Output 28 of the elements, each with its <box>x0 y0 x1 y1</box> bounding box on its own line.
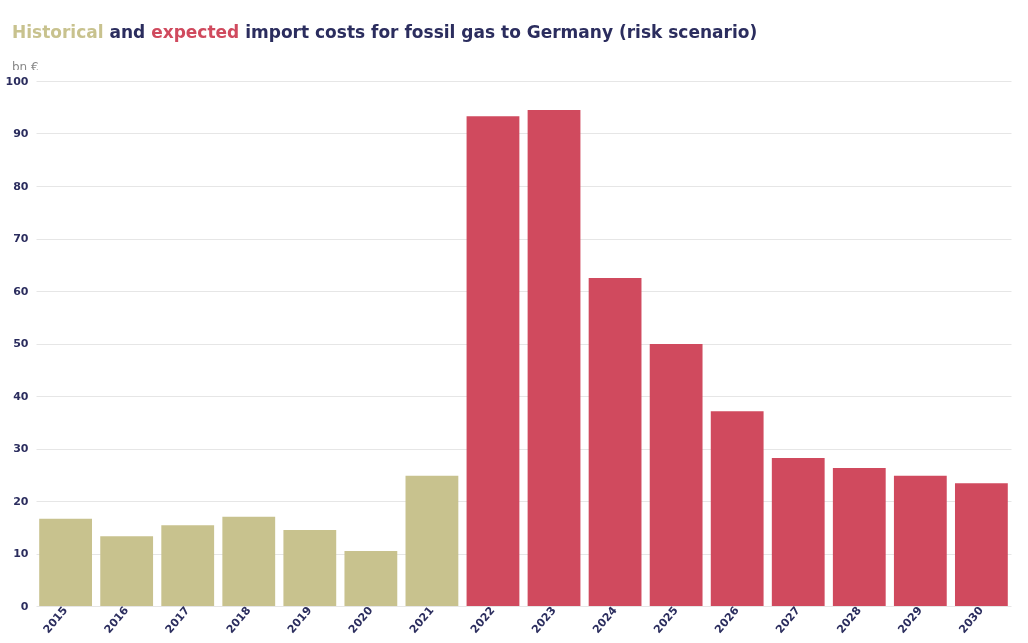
bar <box>832 467 886 606</box>
bar <box>649 344 703 606</box>
y-tick-label: 90 <box>13 127 29 140</box>
y-tick-label: 40 <box>13 389 29 403</box>
y-tick-label: 60 <box>13 284 29 298</box>
bar <box>405 475 459 606</box>
bar <box>771 457 825 606</box>
bar <box>466 116 520 606</box>
bar <box>161 525 215 606</box>
bar <box>588 277 642 606</box>
y-tick-label: 80 <box>13 179 29 193</box>
y-tick-label: 10 <box>13 547 29 560</box>
y-tick-label: 50 <box>13 337 29 350</box>
bar <box>283 529 337 606</box>
y-tick-label: 20 <box>13 494 29 508</box>
y-tick-label: 30 <box>13 442 29 455</box>
bar <box>100 536 154 606</box>
bar <box>893 475 947 606</box>
bar <box>222 516 276 606</box>
bar <box>39 518 93 606</box>
bar <box>710 411 764 606</box>
y-tick-label: 100 <box>5 74 29 88</box>
bar <box>527 109 581 606</box>
bar <box>954 483 1008 606</box>
y-tick-label: 0 <box>20 599 29 613</box>
y-tick-label: 70 <box>13 232 29 245</box>
chart-title: Historical and expected import costs for fossil gas to Germany (risk scenario) <box>12 22 758 42</box>
bar <box>344 550 398 606</box>
